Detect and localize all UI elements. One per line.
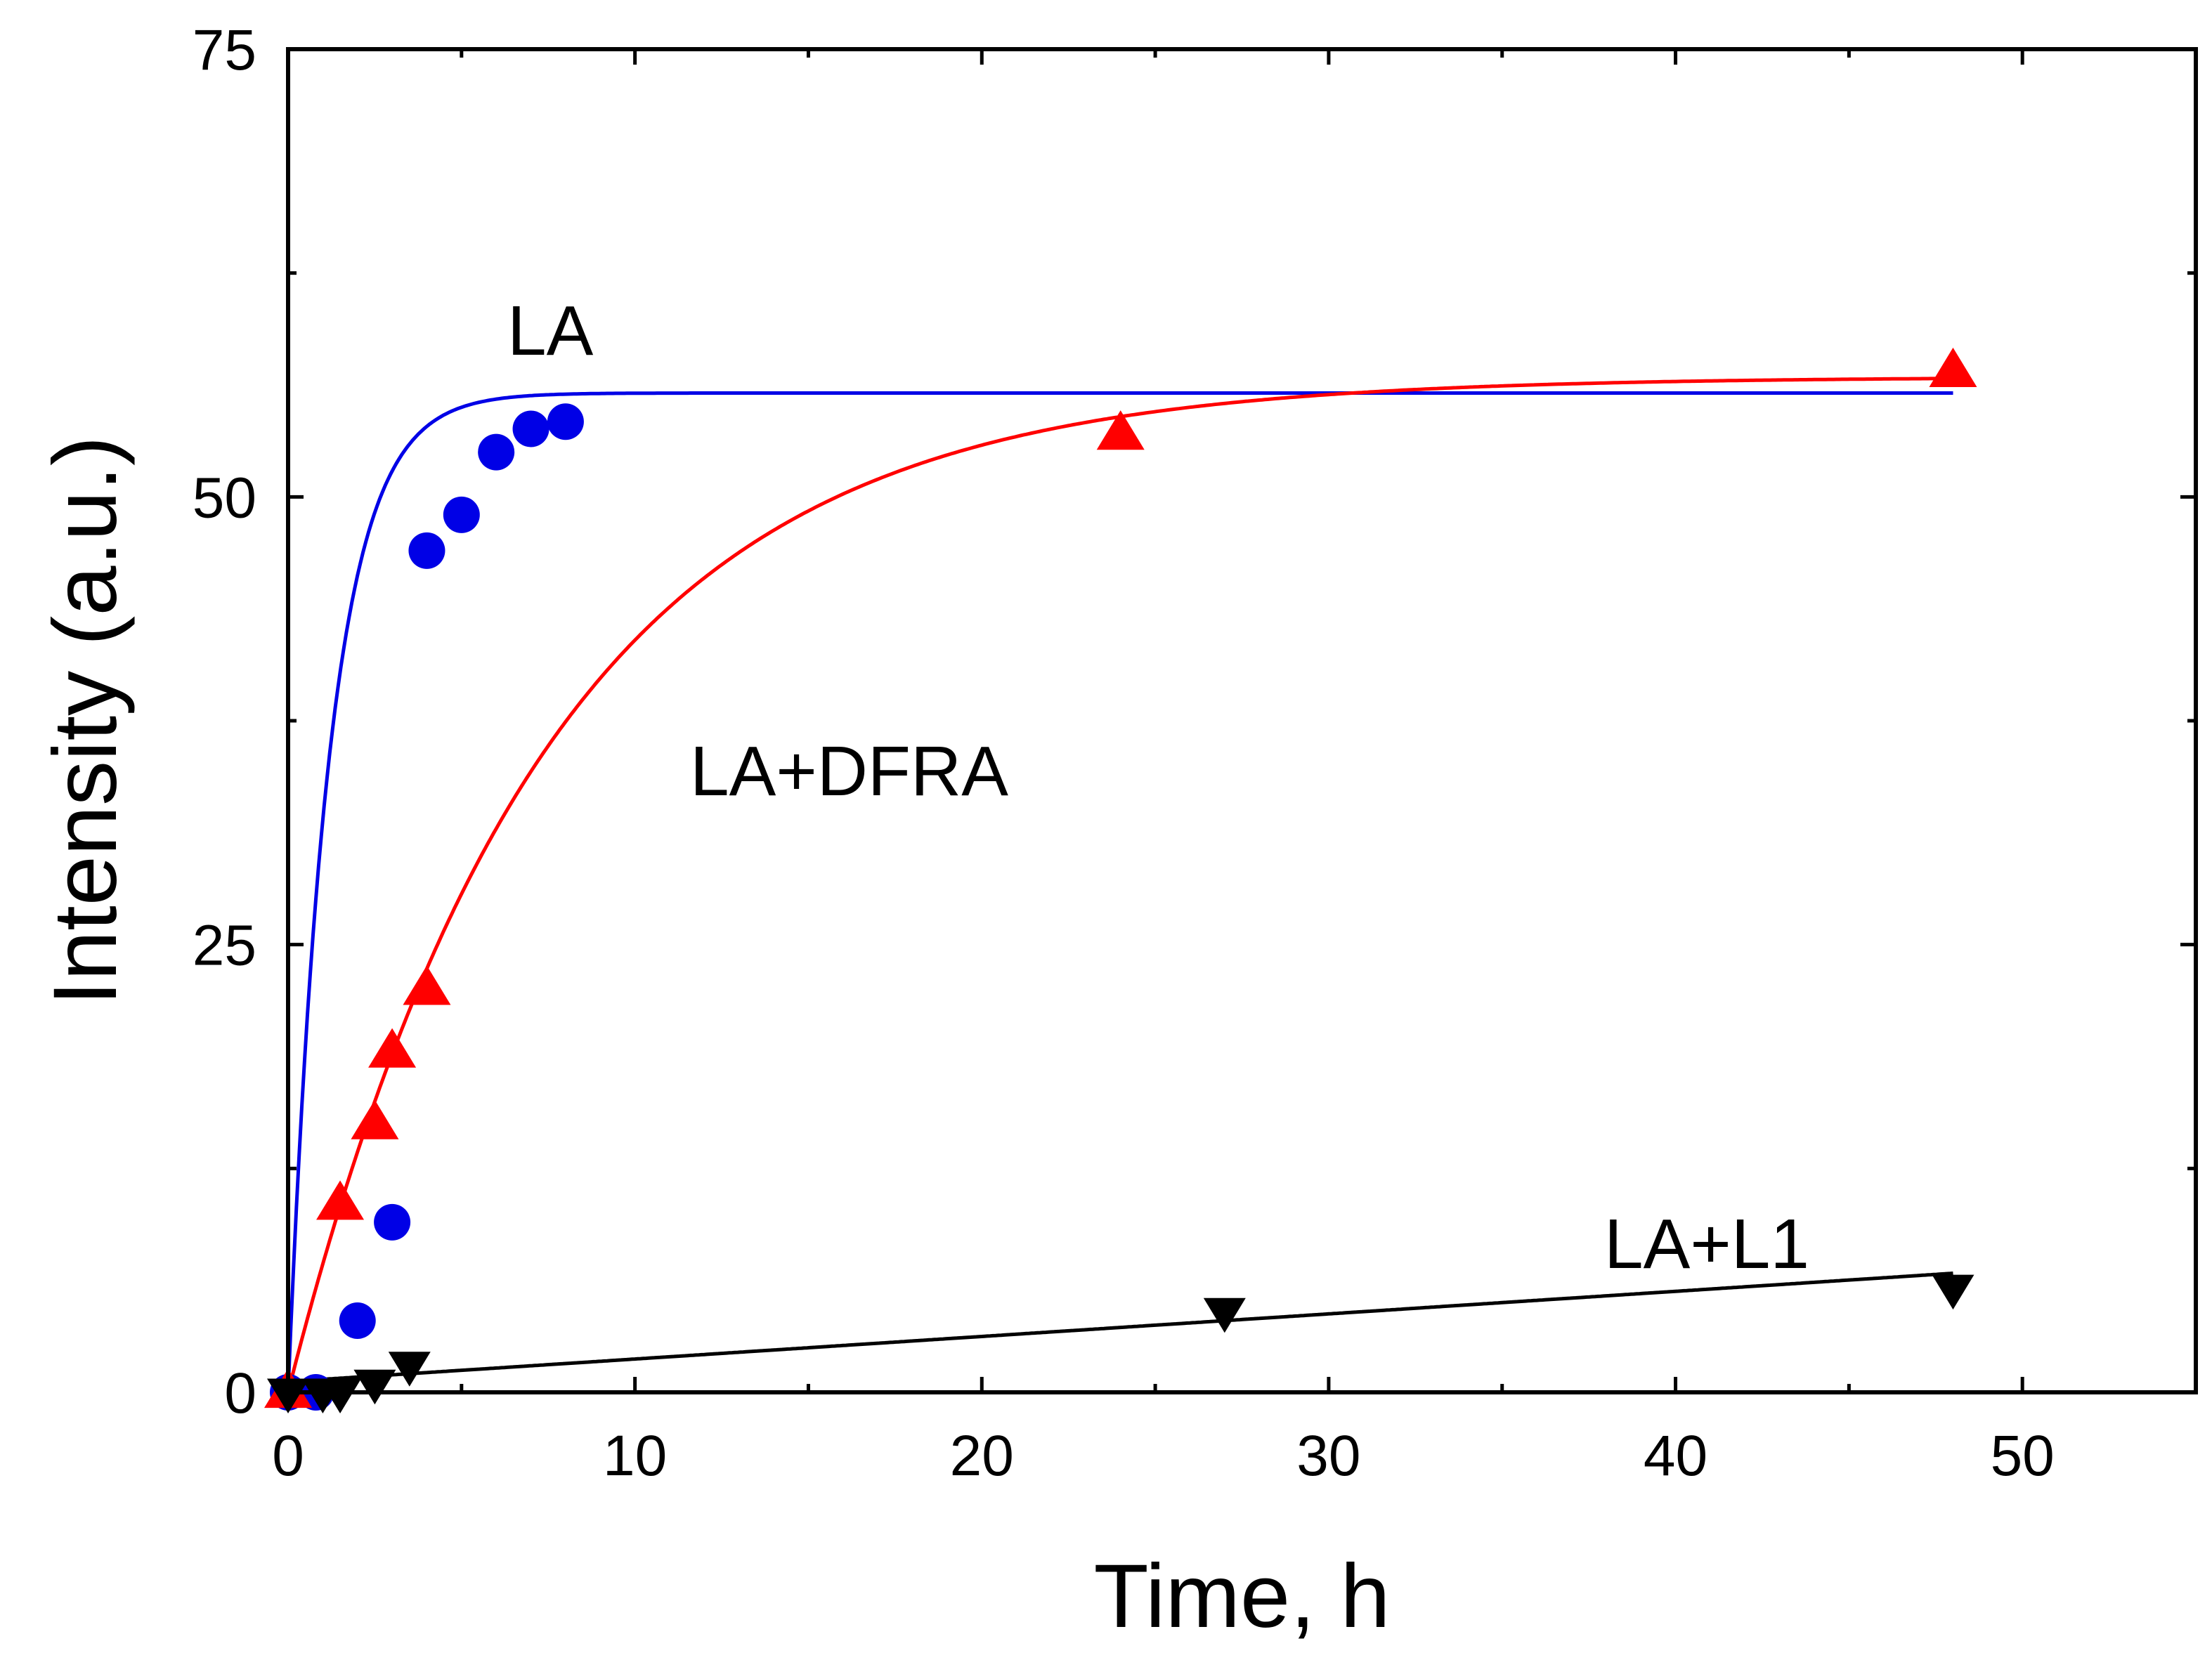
x-tick-label: 0 — [272, 1424, 304, 1488]
y-tick-label: 50 — [193, 466, 256, 530]
data-point-la-l1 — [267, 1378, 309, 1413]
data-point-la-dfra — [351, 1099, 399, 1139]
data-point-la-l1 — [388, 1352, 431, 1387]
x-tick-label: 30 — [1296, 1424, 1360, 1488]
data-point-la-dfra — [316, 1180, 365, 1220]
data-point-la-dfra — [368, 1028, 417, 1068]
tick-labels: 0 10 20 30 40 50 0 25 50 75 — [193, 18, 2055, 1488]
data-point-la-dfra — [403, 965, 451, 1005]
series-label-la-dfra: LA+DFRA — [690, 732, 1008, 811]
x-tick-label: 10 — [603, 1424, 667, 1488]
x-axis-title: Time, h — [1094, 1546, 1391, 1647]
data-point-la-l1 — [1932, 1274, 1974, 1310]
data-point-la-dfra — [1929, 347, 1977, 387]
fit-line-la-l1 — [287, 1272, 1953, 1384]
data-markers — [264, 347, 1977, 1413]
data-point-la — [339, 1302, 376, 1340]
x-tick-label: 20 — [950, 1424, 1014, 1488]
fit-line-la — [286, 391, 1953, 1393]
data-point-la-l1 — [353, 1369, 396, 1405]
y-tick-label: 75 — [193, 18, 256, 82]
axis-ticks — [286, 47, 2198, 1394]
series-label-la: LA — [507, 292, 594, 370]
y-axis-title: Intensity (a.u.) — [35, 436, 136, 1006]
data-point-la — [512, 410, 549, 447]
x-tick-label: 40 — [1644, 1424, 1707, 1488]
y-tick-label: 0 — [224, 1361, 256, 1425]
data-point-la-dfra — [1096, 410, 1145, 450]
y-tick-label: 25 — [193, 914, 256, 978]
data-point-la — [478, 433, 515, 471]
series-label-la-l1: LA+L1 — [1604, 1205, 1809, 1283]
plot-frame — [286, 47, 2198, 1394]
data-point-la — [374, 1203, 411, 1241]
x-tick-label: 50 — [1991, 1424, 2055, 1488]
data-point-la — [547, 403, 584, 440]
data-point-la-l1 — [319, 1378, 362, 1413]
data-point-la — [443, 496, 480, 533]
data-point-la — [408, 532, 445, 569]
data-point-la-l1 — [1203, 1297, 1246, 1333]
